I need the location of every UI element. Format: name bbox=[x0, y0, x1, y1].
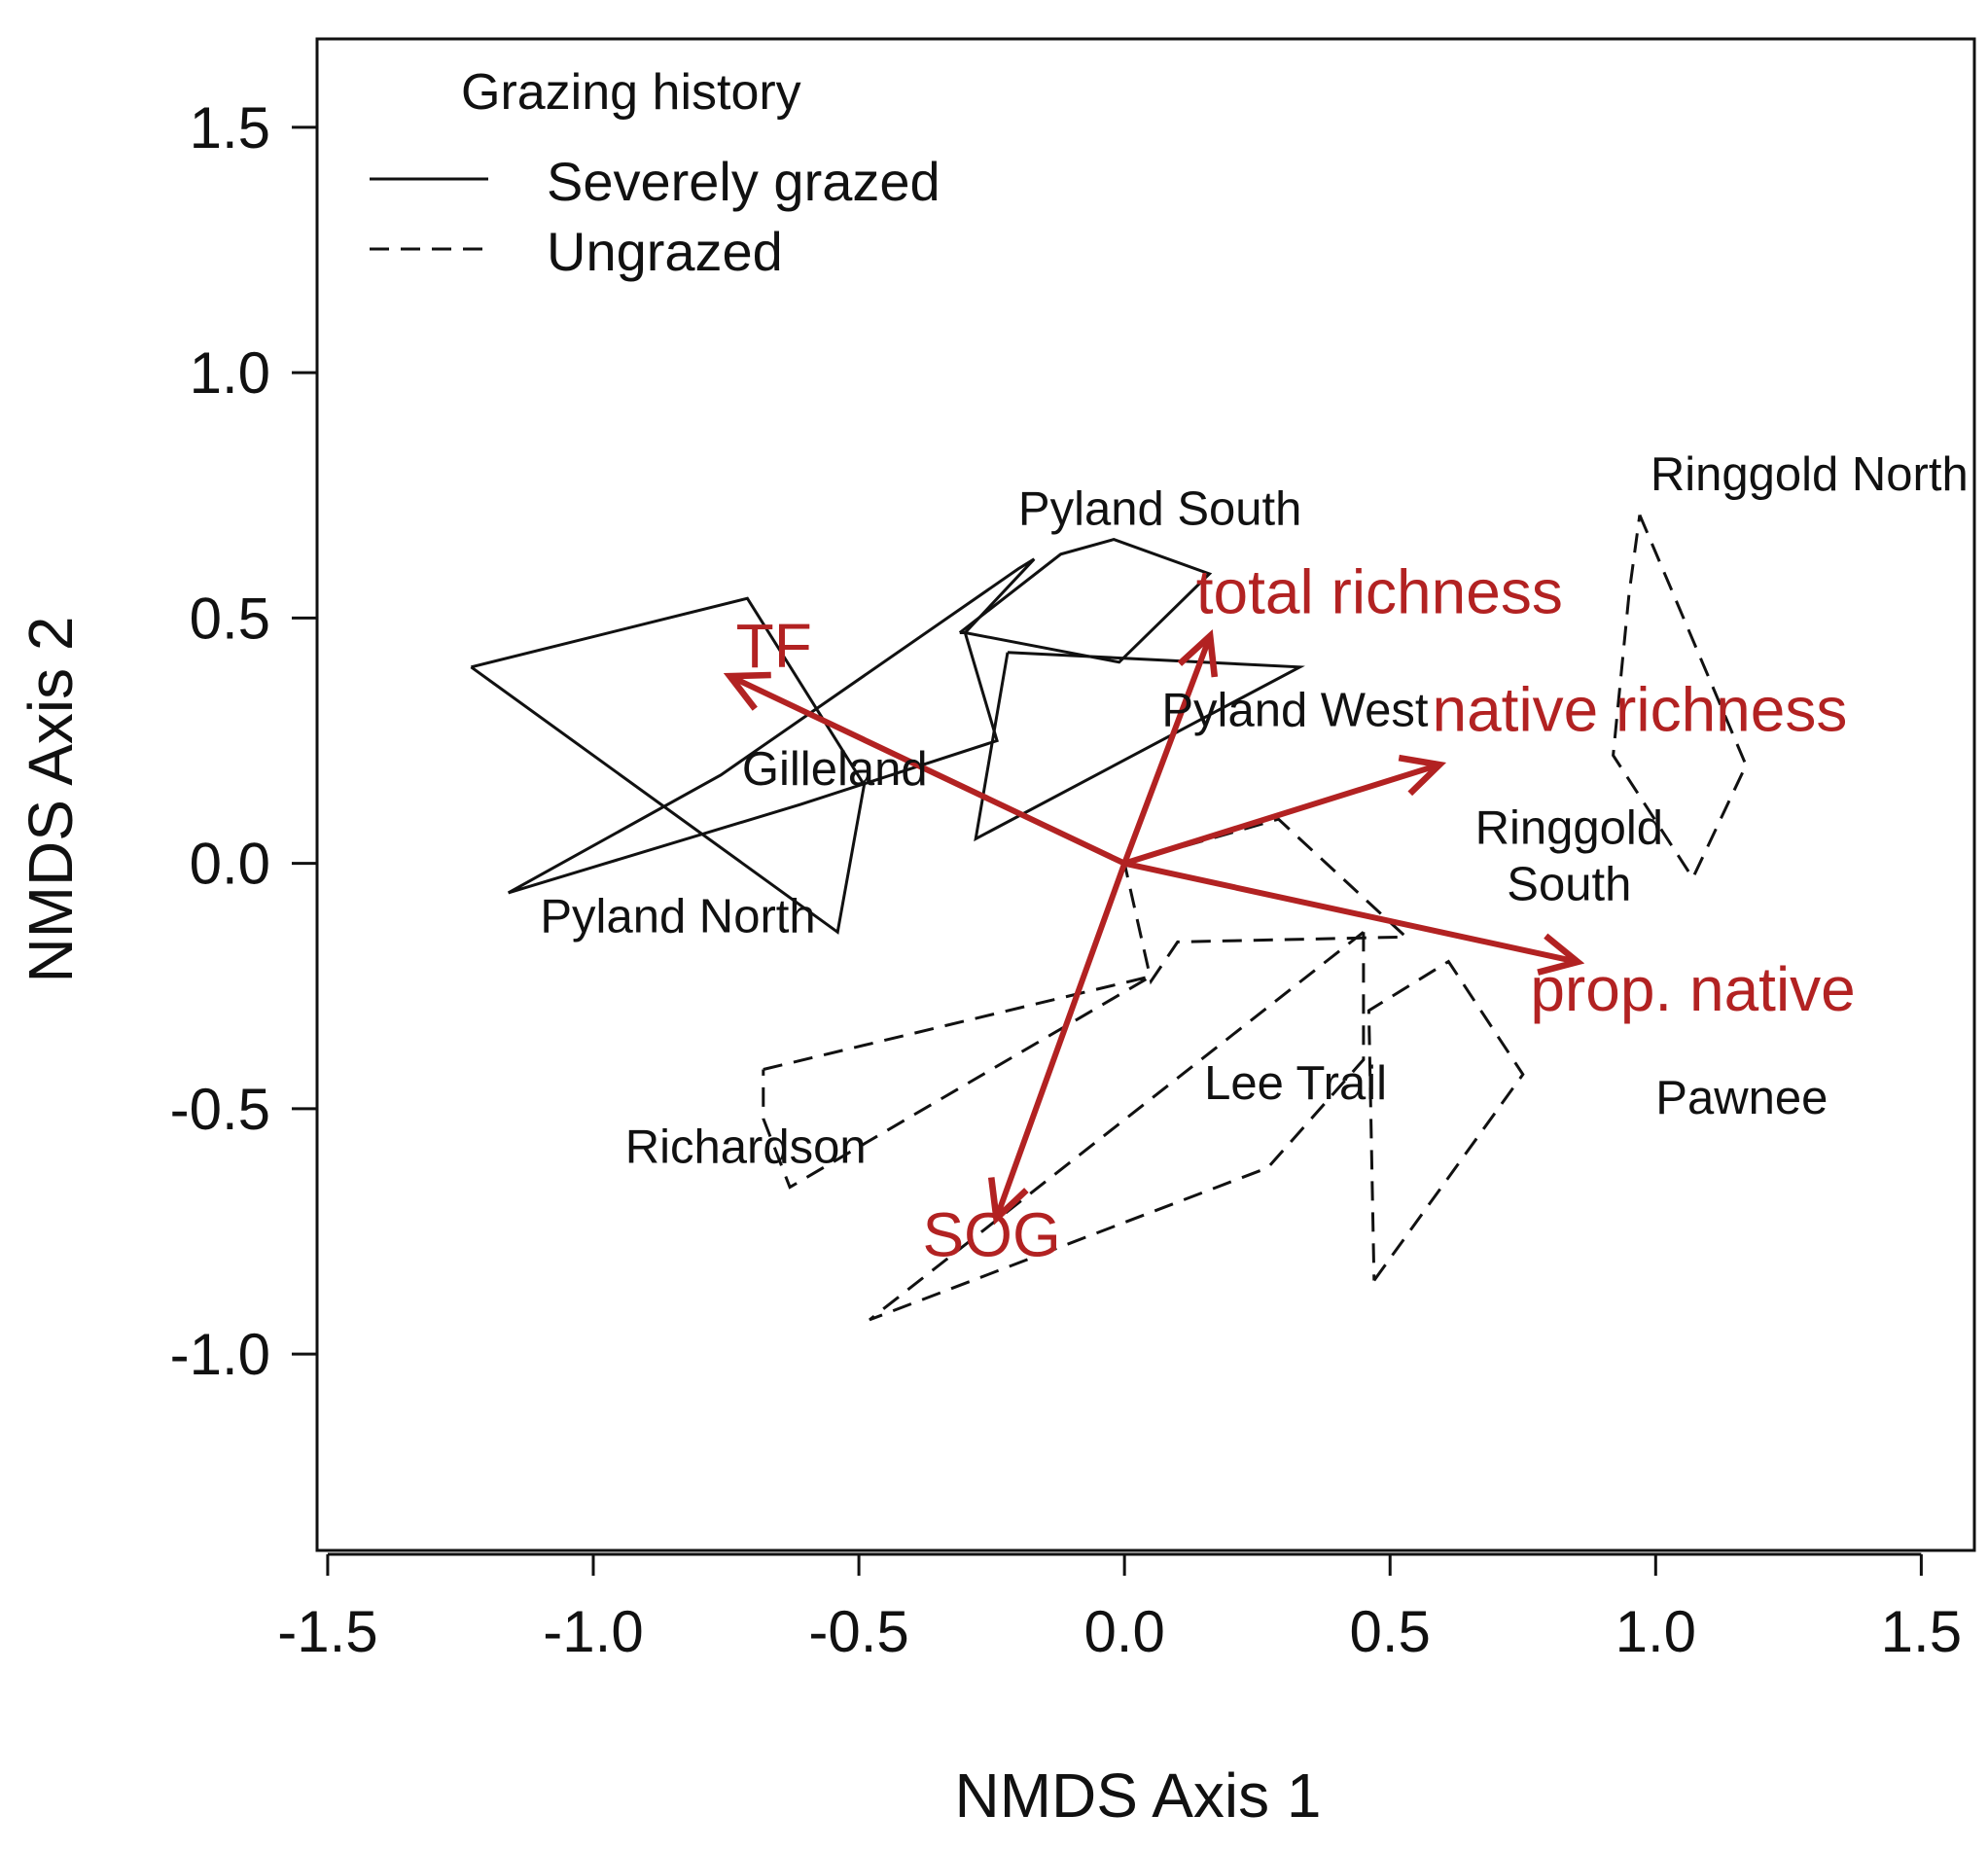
site-label-richardson: Richardson bbox=[625, 1121, 867, 1173]
site-label-gilleland: Gilleland bbox=[742, 743, 928, 796]
site-label-pyland-south: Pyland South bbox=[1018, 483, 1302, 536]
site-label-pyland-north: Pyland North bbox=[540, 890, 815, 943]
hull-richardson bbox=[762, 975, 1153, 1190]
site-label-ringgold-south-line-1: Ringgold bbox=[1475, 801, 1663, 854]
site-label-ringgold-north: Ringgold North bbox=[1651, 448, 1969, 501]
hull-pyland-north bbox=[507, 557, 1036, 895]
vector-label-sog: SOG bbox=[922, 1199, 1060, 1269]
site-label-ringgold-south-line-2: South bbox=[1507, 858, 1631, 910]
hull-pyland-south bbox=[958, 538, 1213, 664]
vector-arrow-prop-native bbox=[1121, 860, 1576, 962]
x-tick-label: -0.5 bbox=[808, 1599, 908, 1664]
y-tick-label: -1.0 bbox=[170, 1322, 270, 1387]
site-hulls bbox=[470, 514, 1748, 1322]
y-tick-label: -0.5 bbox=[170, 1077, 270, 1142]
vector-arrow-tf bbox=[731, 677, 1128, 867]
x-tick-label: 0.0 bbox=[1083, 1599, 1164, 1664]
x-tick-label: 0.5 bbox=[1350, 1599, 1431, 1664]
vector-label-tf: TF bbox=[736, 611, 812, 681]
vector-arrow-sog bbox=[997, 860, 1128, 1217]
vector-arrow-total-richness bbox=[1121, 638, 1209, 867]
hull-pyland-west bbox=[974, 651, 1305, 842]
hull-ringgold-north bbox=[1612, 514, 1748, 881]
vector-label-total-richness: total richness bbox=[1196, 556, 1563, 626]
x-tick-label: 1.5 bbox=[1881, 1599, 1962, 1664]
hull-gilleland bbox=[470, 596, 867, 935]
x-tick-label: -1.0 bbox=[543, 1599, 643, 1664]
environmental-vectors bbox=[731, 638, 1576, 1217]
legend: Grazing history Severely grazed Ungrazed bbox=[370, 64, 941, 282]
site-labels: Pyland North Gilleland Pyland South Pyland … bbox=[540, 448, 1968, 1173]
vector-label-prop-native: prop. native bbox=[1530, 954, 1855, 1024]
hull-ringgold-south bbox=[1122, 817, 1410, 985]
x-axis-title: NMDS Axis 1 bbox=[955, 1761, 1322, 1831]
vector-label-native-richness: native richness bbox=[1432, 674, 1847, 744]
x-tick-label: -1.5 bbox=[277, 1599, 377, 1664]
site-label-pawnee: Pawnee bbox=[1655, 1072, 1828, 1124]
site-label-lee-trail: Lee Trail bbox=[1204, 1057, 1387, 1110]
vector-labels: TF total richness native richness prop. nat… bbox=[736, 556, 1856, 1269]
y-tick-label: 1.5 bbox=[190, 95, 270, 160]
legend-label-ungrazed: Ungrazed bbox=[547, 221, 783, 282]
vector-arrow-native-richness bbox=[1121, 765, 1438, 867]
hull-pawnee bbox=[1367, 959, 1525, 1282]
y-tick-label: 0.5 bbox=[190, 586, 270, 651]
y-axis: -1.0 -0.5 0.0 0.5 1.0 1.5 bbox=[170, 95, 319, 1387]
x-axis: -1.5 -1.0 -0.5 0.0 0.5 1.0 1.5 bbox=[277, 1552, 1962, 1664]
hull-lee-trail bbox=[869, 931, 1366, 1322]
y-axis-title: NMDS Axis 2 bbox=[16, 617, 86, 983]
x-tick-label: 1.0 bbox=[1615, 1599, 1696, 1664]
y-tick-label: 1.0 bbox=[190, 340, 270, 406]
y-tick-label: 0.0 bbox=[190, 832, 270, 897]
legend-title: Grazing history bbox=[461, 64, 801, 121]
legend-label-severely-grazed: Severely grazed bbox=[547, 151, 941, 212]
site-label-pyland-west: Pyland West bbox=[1161, 684, 1429, 736]
